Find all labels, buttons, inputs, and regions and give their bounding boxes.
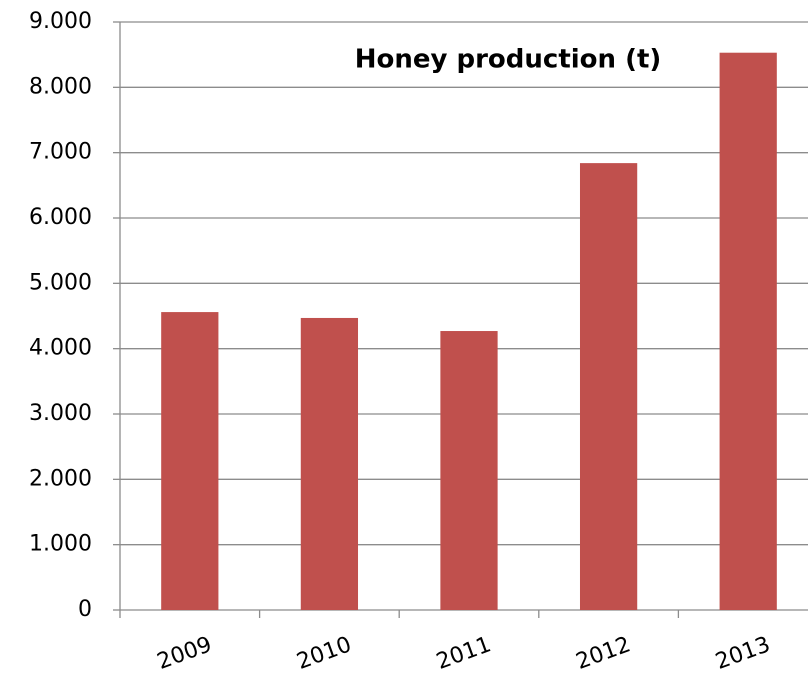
y-tick-label: 4.000 [29, 336, 92, 361]
x-tick-label: 2010 [294, 632, 355, 675]
x-tick-label: 2009 [154, 632, 215, 675]
bar [300, 317, 359, 610]
y-tick-label: 8.000 [29, 74, 92, 99]
bar [161, 312, 219, 610]
chart-title: Honey production (t) [355, 45, 662, 75]
x-tick-label: 2013 [712, 632, 773, 675]
y-tick-label: 3.000 [29, 401, 92, 426]
y-tick-label: 6.000 [29, 205, 92, 230]
y-tick-label: 1.000 [29, 532, 92, 557]
y-tick-label: 2.000 [29, 466, 92, 491]
bar [579, 163, 638, 610]
x-tick-label: 2011 [433, 632, 494, 675]
x-tick-label: 2012 [573, 632, 634, 675]
bar [719, 52, 777, 610]
y-tick-label: 7.000 [29, 140, 92, 165]
y-tick-label: 0 [78, 597, 92, 622]
y-tick-label: 5.000 [29, 270, 92, 295]
y-tick-label: 9.000 [29, 9, 92, 34]
bar [440, 331, 498, 610]
